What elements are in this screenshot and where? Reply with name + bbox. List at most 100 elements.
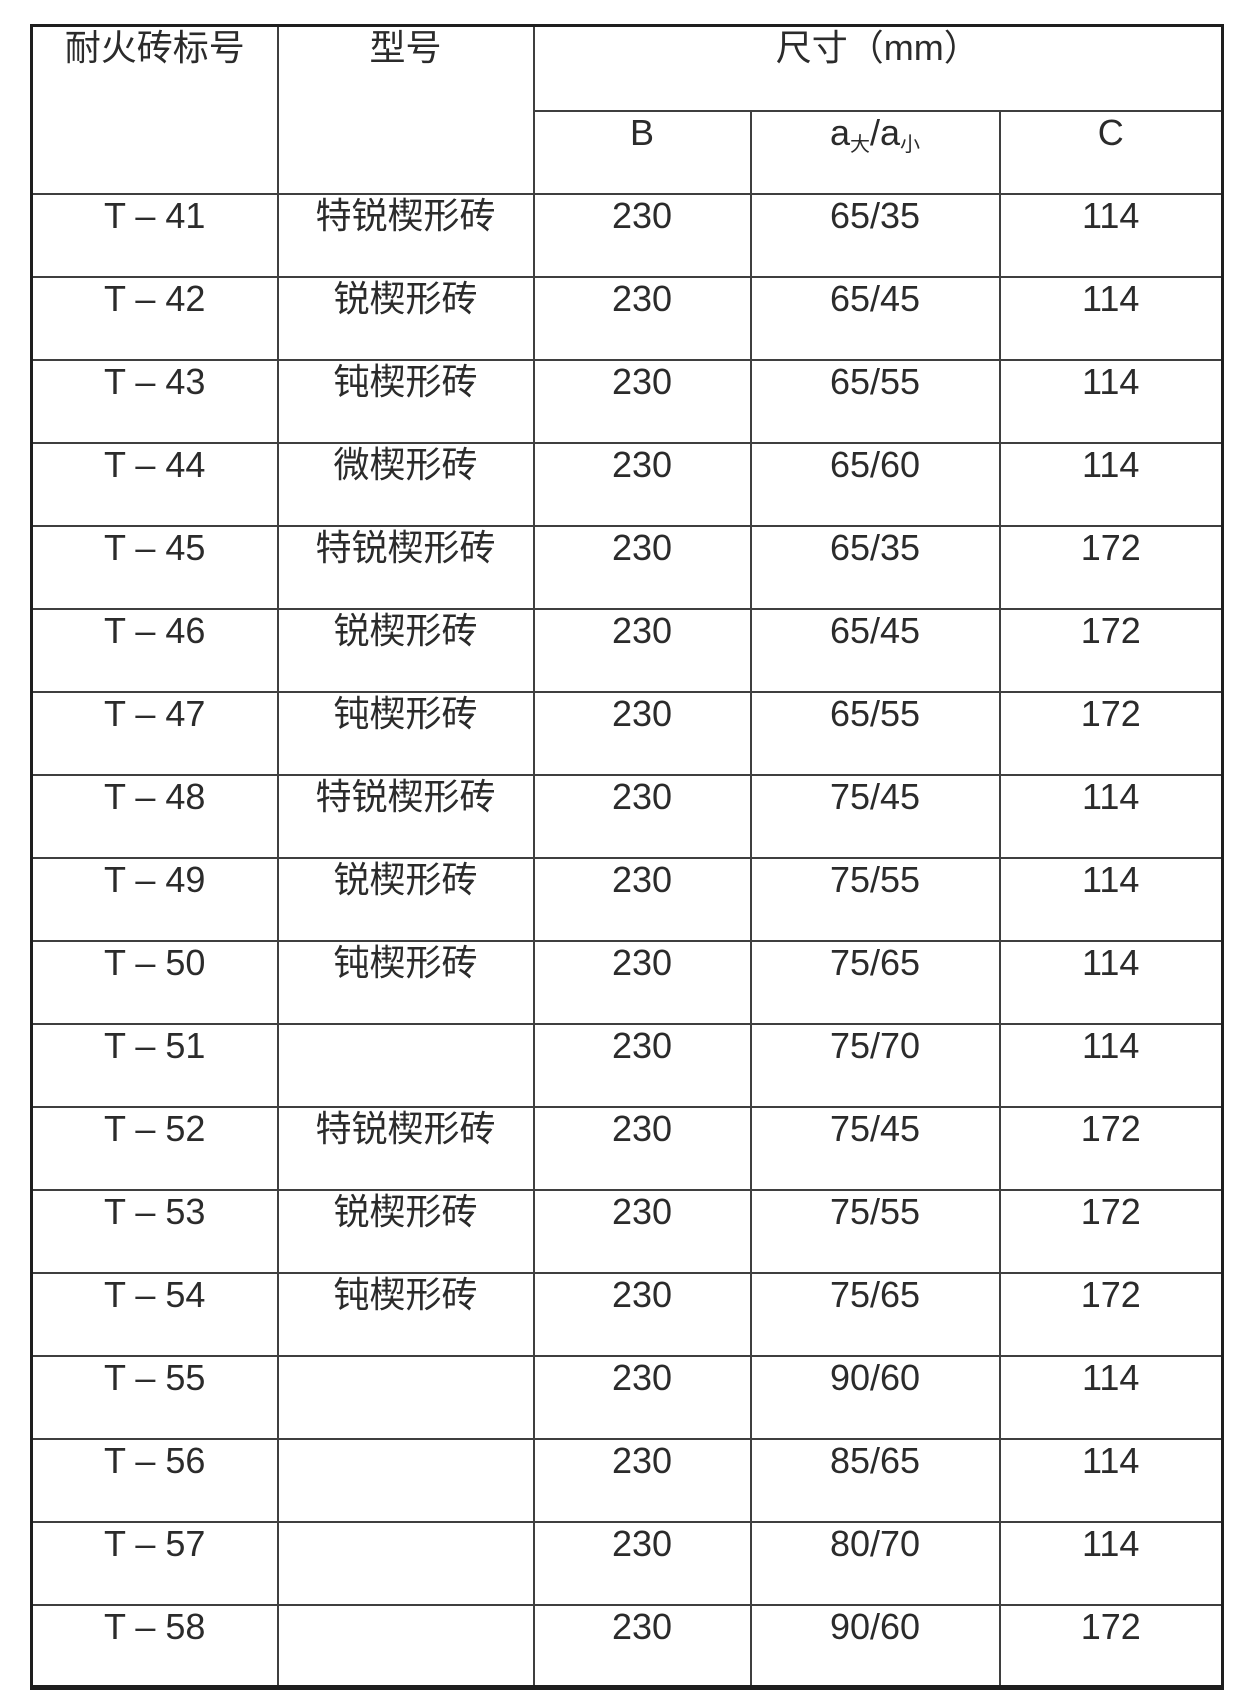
a-subscript-large: 大 (850, 133, 870, 156)
cell-model: 特锐楔形砖 (276, 1105, 535, 1191)
cell-model: 钝楔形砖 (276, 358, 535, 444)
cell-b: 230 (532, 524, 752, 610)
cell-mark: T – 50 (30, 939, 279, 1025)
table-header: 耐火砖标号 型号 尺寸（mm） B a大/a小 C (30, 24, 1224, 195)
cell-mark: T – 56 (30, 1437, 279, 1523)
cell-b: 230 (532, 1271, 752, 1357)
cell-a: 65/55 (749, 690, 1001, 776)
cell-mark: T – 53 (30, 1188, 279, 1274)
table-row: T – 41 特锐楔形砖 230 65/35 114 (30, 192, 1224, 278)
cell-a: 75/45 (749, 1105, 1001, 1191)
cell-c: 114 (998, 773, 1224, 859)
cell-model (276, 1603, 535, 1689)
cell-c: 114 (998, 441, 1224, 527)
cell-a: 75/45 (749, 773, 1001, 859)
header-size-group: 尺寸（mm） (532, 24, 1224, 112)
cell-b: 230 (532, 441, 752, 527)
cell-c: 114 (998, 358, 1224, 444)
cell-model: 钝楔形砖 (276, 690, 535, 776)
cell-model (276, 1437, 535, 1523)
cell-c: 114 (998, 275, 1224, 361)
cell-model: 特锐楔形砖 (276, 773, 535, 859)
cell-c: 172 (998, 1188, 1224, 1274)
cell-b: 230 (532, 939, 752, 1025)
cell-a: 75/55 (749, 856, 1001, 942)
cell-model (276, 1354, 535, 1440)
cell-a: 65/55 (749, 358, 1001, 444)
cell-a: 65/45 (749, 275, 1001, 361)
table-row: T – 44 微楔形砖 230 65/60 114 (30, 441, 1224, 527)
cell-c: 114 (998, 192, 1224, 278)
cell-b: 230 (532, 1105, 752, 1191)
cell-c: 114 (998, 856, 1224, 942)
cell-c: 172 (998, 1603, 1224, 1689)
table-row: T – 47 钝楔形砖 230 65/55 172 (30, 690, 1224, 776)
table-body: T – 41 特锐楔形砖 230 65/35 114 T – 42 锐楔形砖 2… (30, 192, 1224, 1689)
cell-model (276, 1022, 535, 1108)
cell-a: 65/45 (749, 607, 1001, 693)
cell-model: 特锐楔形砖 (276, 192, 535, 278)
cell-c: 114 (998, 1354, 1224, 1440)
cell-mark: T – 44 (30, 441, 279, 527)
cell-b: 230 (532, 275, 752, 361)
cell-c: 114 (998, 1437, 1224, 1523)
table-row: T – 54 钝楔形砖 230 75/65 172 (30, 1271, 1224, 1357)
table-row: T – 52 特锐楔形砖 230 75/45 172 (30, 1105, 1224, 1191)
cell-c: 172 (998, 1271, 1224, 1357)
table-row: T – 56 230 85/65 114 (30, 1437, 1224, 1523)
table-row: T – 45 特锐楔形砖 230 65/35 172 (30, 524, 1224, 610)
a-base-small: /a (870, 111, 901, 153)
cell-model: 钝楔形砖 (276, 1271, 535, 1357)
table-row: T – 50 钝楔形砖 230 75/65 114 (30, 939, 1224, 1025)
a-subscript-small: 小 (900, 133, 921, 156)
cell-mark: T – 47 (30, 690, 279, 776)
cell-c: 114 (998, 1520, 1224, 1606)
cell-a: 65/35 (749, 192, 1001, 278)
table-row: T – 46 锐楔形砖 230 65/45 172 (30, 607, 1224, 693)
cell-mark: T – 49 (30, 856, 279, 942)
cell-b: 230 (532, 358, 752, 444)
table-row: T – 58 230 90/60 172 (30, 1603, 1224, 1689)
cell-a: 85/65 (749, 1437, 1001, 1523)
cell-mark: T – 48 (30, 773, 279, 859)
cell-a: 65/60 (749, 441, 1001, 527)
table-row: T – 49 锐楔形砖 230 75/55 114 (30, 856, 1224, 942)
cell-model: 锐楔形砖 (276, 275, 535, 361)
cell-mark: T – 45 (30, 524, 279, 610)
cell-model: 锐楔形砖 (276, 856, 535, 942)
refractory-brick-size-table: 耐火砖标号 型号 尺寸（mm） B a大/a小 C T – 41 特锐楔形砖 2… (30, 24, 1224, 1690)
cell-c: 172 (998, 1105, 1224, 1191)
cell-c: 114 (998, 1022, 1224, 1108)
cell-mark: T – 58 (30, 1603, 279, 1689)
cell-mark: T – 55 (30, 1354, 279, 1440)
cell-a: 65/35 (749, 524, 1001, 610)
cell-mark: T – 46 (30, 607, 279, 693)
cell-c: 172 (998, 524, 1224, 610)
header-sub-b: B (532, 109, 752, 195)
cell-mark: T – 54 (30, 1271, 279, 1357)
cell-model: 钝楔形砖 (276, 939, 535, 1025)
cell-b: 230 (532, 1437, 752, 1523)
cell-c: 114 (998, 939, 1224, 1025)
cell-a: 90/60 (749, 1603, 1001, 1689)
cell-a: 75/65 (749, 939, 1001, 1025)
cell-a: 75/70 (749, 1022, 1001, 1108)
header-model: 型号 (276, 24, 535, 195)
cell-mark: T – 43 (30, 358, 279, 444)
table-row: T – 51 230 75/70 114 (30, 1022, 1224, 1108)
table-row: T – 42 锐楔形砖 230 65/45 114 (30, 275, 1224, 361)
cell-mark: T – 57 (30, 1520, 279, 1606)
header-brick-mark: 耐火砖标号 (30, 24, 279, 195)
table-row: T – 43 钝楔形砖 230 65/55 114 (30, 358, 1224, 444)
cell-model: 微楔形砖 (276, 441, 535, 527)
a-base-large: a (829, 111, 850, 153)
cell-model: 特锐楔形砖 (276, 524, 535, 610)
table-row: T – 57 230 80/70 114 (30, 1520, 1224, 1606)
cell-c: 172 (998, 607, 1224, 693)
cell-a: 80/70 (749, 1520, 1001, 1606)
cell-b: 230 (532, 1188, 752, 1274)
cell-model: 锐楔形砖 (276, 1188, 535, 1274)
header-row-2: B a大/a小 C (32, 109, 1224, 195)
cell-model (276, 1520, 535, 1606)
